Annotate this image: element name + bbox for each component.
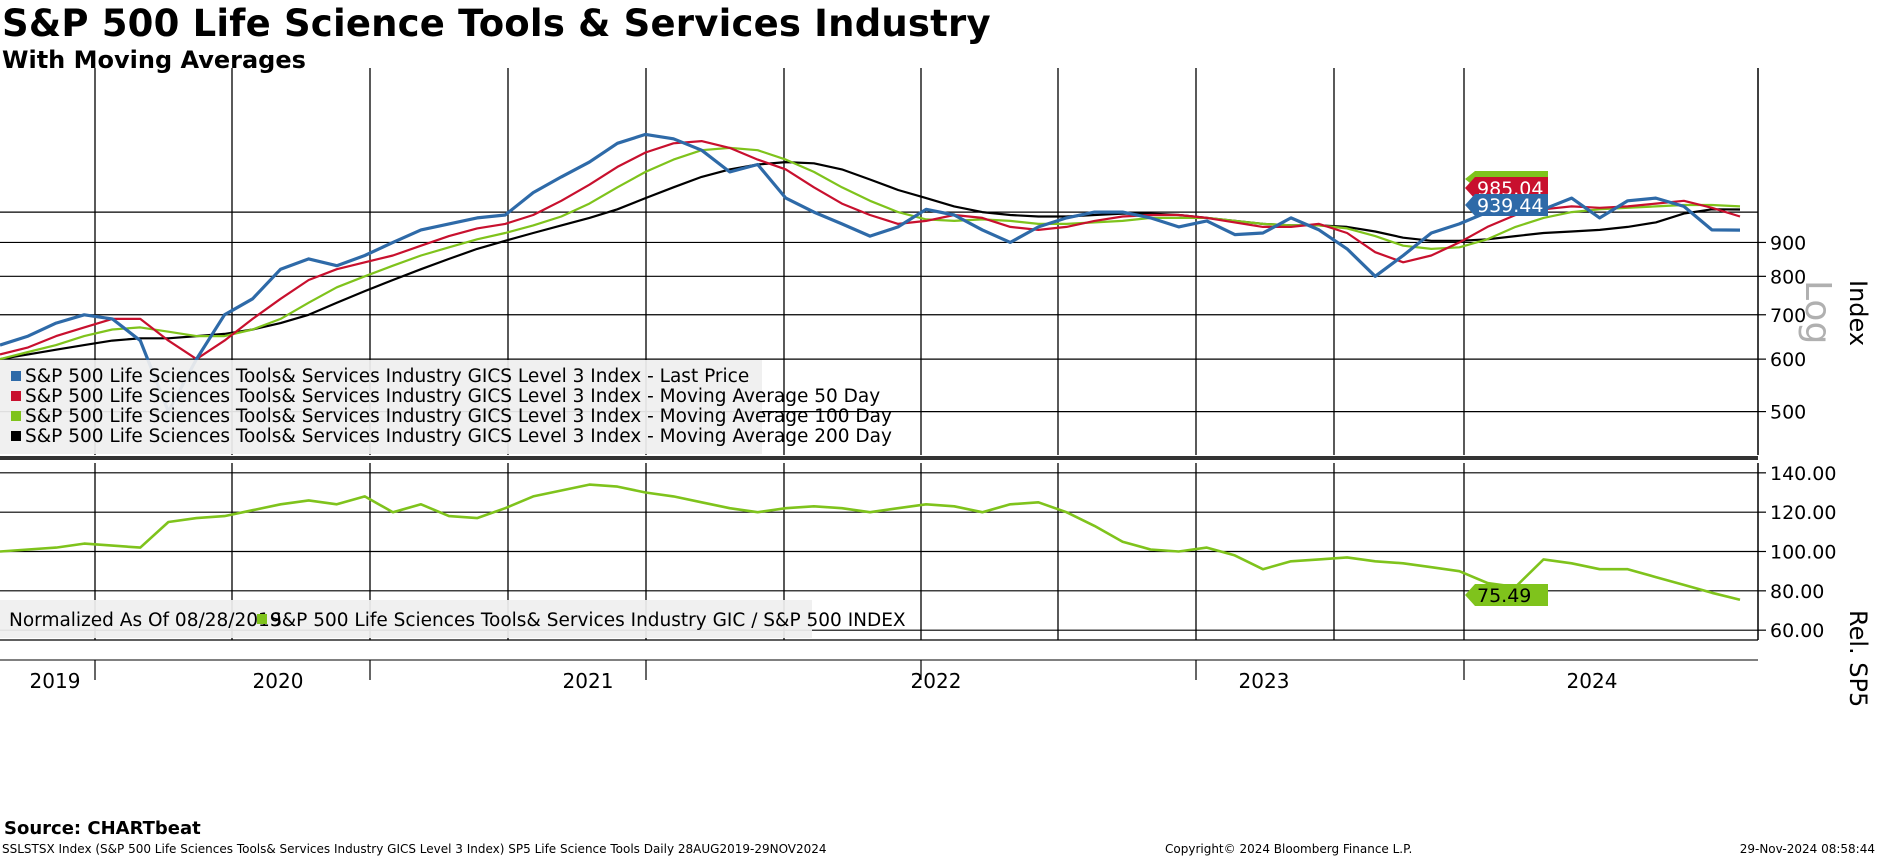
upper-tick-label: 600 [1770, 349, 1806, 371]
lower-panel-series [0, 483, 1741, 601]
legend-entry: S&P 500 Life Sciences Tools& Services In… [25, 366, 749, 387]
last-price-badge-text: 939.44 [1477, 195, 1543, 217]
year-label: 2020 [253, 669, 304, 693]
footer-copyright: Copyright© 2024 Bloomberg Finance L.P. [1165, 842, 1413, 856]
relative-badge-text: 75.49 [1477, 585, 1531, 607]
legend-swatch [11, 411, 21, 421]
year-label: 2022 [911, 669, 962, 693]
lower-legend-box [0, 600, 812, 638]
legend-entry: S&P 500 Life Sciences Tools& Services In… [25, 386, 880, 407]
footer-timestamp: 29-Nov-2024 08:58:44 [1739, 842, 1875, 856]
legend-entry: S&P 500 Life Sciences Tools& Services In… [270, 610, 906, 631]
lower-tick-label: 60.00 [1770, 620, 1824, 642]
legend-entry: S&P 500 Life Sciences Tools& Services In… [25, 406, 892, 427]
series-relative [0, 483, 1741, 601]
legend-swatch [11, 431, 21, 441]
footer-description: SSLSTSX Index (S&P 500 Life Sciences Too… [2, 842, 827, 856]
upper-tick-label: 500 [1770, 402, 1806, 424]
upper-legend: S&P 500 Life Sciences Tools& Services In… [0, 360, 892, 454]
year-label: 2023 [1239, 669, 1290, 693]
year-label: 2021 [563, 669, 614, 693]
upper-tick-label: 900 [1770, 232, 1806, 254]
series-ma200 [0, 161, 1741, 361]
chart-subtitle: With Moving Averages [2, 46, 306, 74]
legend-normalized-note: Normalized As Of 08/28/2019 [9, 610, 282, 631]
lower-axis-title: Rel. SP5 [1844, 610, 1872, 707]
legend-swatch [11, 371, 21, 381]
last-price-badge-shape [1465, 194, 1548, 216]
scale-label: Log [1797, 280, 1838, 344]
upper-axis-title: Index [1844, 280, 1872, 346]
chart-title: S&P 500 Life Science Tools & Services In… [2, 2, 991, 45]
upper-panel-series [0, 132, 1741, 414]
lower-tick-label: 140.00 [1770, 463, 1836, 485]
legend-swatch [257, 614, 267, 624]
upper-tick-label: 800 [1770, 266, 1806, 288]
source-note: Source: CHARTbeat [4, 818, 201, 839]
series-last-price [0, 132, 1741, 414]
lower-tick-label: 120.00 [1770, 502, 1836, 524]
year-label: 2019 [30, 669, 81, 693]
legend-swatch [11, 391, 21, 401]
relative-badge-shape [1465, 584, 1548, 606]
year-label: 2024 [1567, 669, 1618, 693]
upper-legend-box [0, 360, 762, 454]
ma50-badge-shape [1465, 177, 1548, 199]
legend-entry: S&P 500 Life Sciences Tools& Services In… [25, 426, 892, 447]
lower-tick-label: 80.00 [1770, 581, 1824, 603]
upper-panel-grid [0, 68, 1766, 460]
axis-labels: 500 600 700 800 900 60.00 80.00 100.00 120.00 140… [30, 232, 1872, 707]
lower-tick-label: 100.00 [1770, 542, 1836, 564]
upper-tick-label: 700 [1770, 305, 1806, 327]
series-ma50 [0, 140, 1741, 361]
